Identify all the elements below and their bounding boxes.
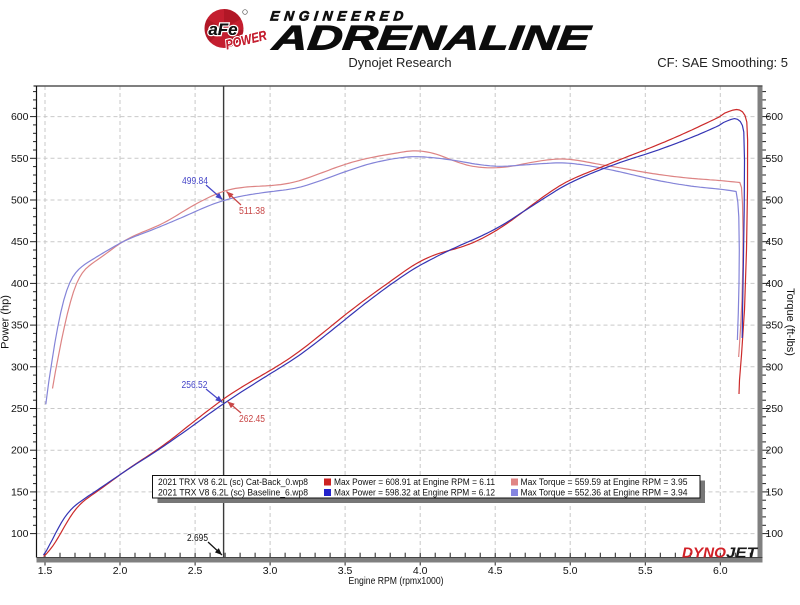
svg-text:2021 TRX V8 6.2L (sc) Cat-Back: 2021 TRX V8 6.2L (sc) Cat-Back_0.wp8 — [158, 477, 308, 488]
svg-text:Dynojet Research: Dynojet Research — [348, 55, 451, 70]
svg-text:2.5: 2.5 — [188, 565, 203, 577]
svg-text:499.84: 499.84 — [182, 176, 208, 187]
svg-text:ADRENALINE: ADRENALINE — [270, 20, 594, 58]
svg-text:250: 250 — [11, 403, 29, 415]
svg-text:250: 250 — [766, 403, 784, 415]
svg-text:4.0: 4.0 — [413, 565, 428, 577]
svg-text:400: 400 — [11, 278, 29, 290]
svg-text:5.0: 5.0 — [563, 565, 578, 577]
svg-text:ENGINEERED: ENGINEERED — [270, 9, 405, 24]
svg-text:150: 150 — [11, 486, 29, 498]
svg-text:150: 150 — [766, 486, 784, 498]
svg-text:aFe: aFe — [208, 20, 237, 39]
svg-text:350: 350 — [766, 320, 784, 332]
svg-text:2021 TRX V8 6.2L (sc) Baseline: 2021 TRX V8 6.2L (sc) Baseline_6.wp8 — [158, 488, 308, 499]
svg-text:600: 600 — [11, 111, 29, 123]
svg-text:3.0: 3.0 — [263, 565, 278, 577]
svg-text:100: 100 — [766, 528, 784, 540]
svg-text:500: 500 — [11, 195, 29, 207]
svg-text:200: 200 — [11, 445, 29, 457]
svg-text:CF: SAE Smoothing: 5: CF: SAE Smoothing: 5 — [657, 55, 788, 70]
svg-text:300: 300 — [11, 361, 29, 373]
svg-text:Power (hp): Power (hp) — [0, 295, 12, 349]
svg-text:Max Power = 598.32 at Engine R: Max Power = 598.32 at Engine RPM = 6.12 — [334, 488, 495, 499]
svg-text:550: 550 — [11, 153, 29, 165]
svg-text:550: 550 — [766, 153, 784, 165]
svg-text:2.0: 2.0 — [113, 565, 128, 577]
svg-text:200: 200 — [766, 445, 784, 457]
svg-text:100: 100 — [11, 528, 29, 540]
svg-text:300: 300 — [766, 361, 784, 373]
svg-text:Max Torque = 559.59 at Engine: Max Torque = 559.59 at Engine RPM = 3.95 — [521, 477, 688, 488]
svg-text:400: 400 — [766, 278, 784, 290]
svg-text:4.5: 4.5 — [488, 565, 503, 577]
svg-text:Torque (ft-lbs): Torque (ft-lbs) — [784, 288, 796, 356]
svg-text:2.695: 2.695 — [187, 533, 208, 544]
svg-text:5.5: 5.5 — [638, 565, 653, 577]
svg-text:Max Torque = 552.36 at Engine: Max Torque = 552.36 at Engine RPM = 3.94 — [521, 488, 688, 499]
svg-text:350: 350 — [11, 320, 29, 332]
svg-text:511.38: 511.38 — [239, 206, 265, 217]
svg-text:450: 450 — [766, 236, 784, 248]
svg-text:6.0: 6.0 — [713, 565, 728, 577]
svg-text:256.52: 256.52 — [182, 380, 208, 391]
svg-text:1.5: 1.5 — [38, 565, 53, 577]
svg-text:262.45: 262.45 — [239, 414, 265, 425]
svg-text:JET: JET — [726, 546, 758, 562]
svg-text:DYNO: DYNO — [682, 546, 727, 562]
svg-text:aFe: aFe — [208, 20, 237, 39]
svg-text:600: 600 — [766, 111, 784, 123]
svg-text:3.5: 3.5 — [338, 565, 353, 577]
svg-text:ENGINEERED: ENGINEERED — [270, 9, 405, 24]
svg-text:Max Power = 608.91 at Engine R: Max Power = 608.91 at Engine RPM = 6.11 — [334, 477, 495, 488]
svg-text:Engine RPM (rpmx1000): Engine RPM (rpmx1000) — [349, 575, 444, 587]
svg-text:450: 450 — [11, 236, 29, 248]
svg-text:500: 500 — [766, 195, 784, 207]
